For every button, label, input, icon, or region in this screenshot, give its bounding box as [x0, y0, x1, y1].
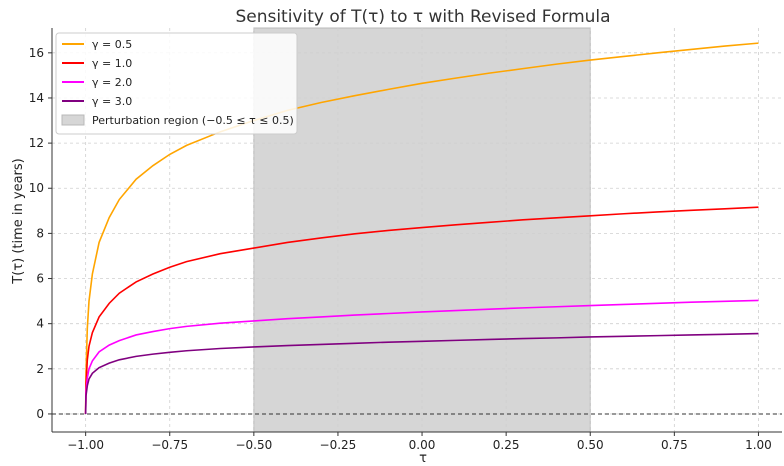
legend-label: γ = 1.0	[92, 57, 132, 70]
x-axis-title: τ	[419, 451, 427, 466]
y-tick-label: 2	[36, 362, 44, 376]
chart-title: Sensitivity of T(τ) to τ with Revised Fo…	[235, 7, 610, 27]
y-tick-label: 6	[36, 272, 44, 286]
legend: γ = 0.5 γ = 1.0 γ = 2.0 γ = 3.0 Perturbation…	[55, 32, 298, 135]
x-tick-label: −0.25	[320, 438, 357, 452]
legend-label: γ = 0.5	[92, 38, 132, 51]
y-tick-label: 4	[36, 317, 44, 331]
legend-label: γ = 2.0	[92, 76, 132, 89]
legend-label: Perturbation region (−0.5 ≤ τ ≤ 0.5)	[92, 114, 294, 127]
x-tick-label: 1.00	[745, 438, 772, 452]
x-tick-label: −1.00	[67, 438, 104, 452]
x-tick-label: 0.50	[577, 438, 604, 452]
x-tick-label: 0.75	[661, 438, 688, 452]
series-line-3	[84, 299, 759, 414]
legend-box	[55, 32, 298, 135]
y-tick-label: 0	[36, 407, 44, 421]
y-tick-label: 16	[29, 46, 44, 60]
x-tick-label: 0.00	[409, 438, 436, 452]
x-tick-label: 0.25	[493, 438, 520, 452]
y-tick-label: 8	[36, 226, 44, 240]
legend-label: γ = 3.0	[92, 95, 132, 108]
plot-area: −1.00 −0.75 −0.50 −0.25 0.00 0.25 0.50 0.75 1.00…	[29, 27, 782, 452]
y-tick-label: 14	[29, 91, 44, 105]
x-tick-label: −0.75	[151, 438, 188, 452]
x-tick-label: −0.50	[235, 438, 272, 452]
series-line-2	[84, 206, 759, 414]
y-axis-title: T(τ) (time in years)	[11, 158, 26, 284]
y-tick-label: 12	[29, 136, 44, 150]
y-tick-label: 10	[29, 181, 44, 195]
legend-swatch-region	[61, 114, 85, 126]
series-line-4	[84, 332, 759, 414]
